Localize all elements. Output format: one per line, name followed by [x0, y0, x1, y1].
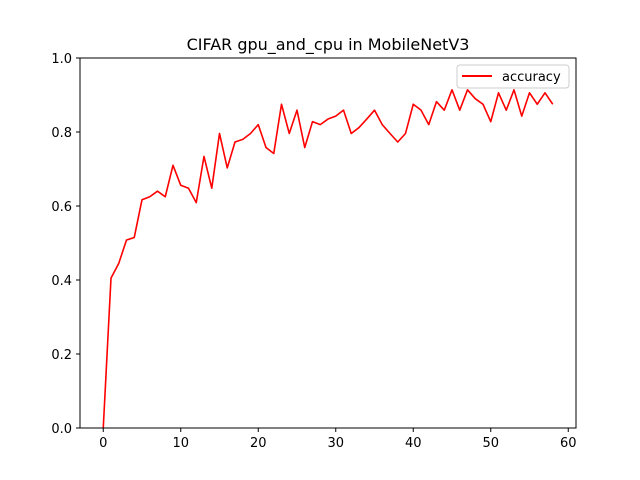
y-tick-label: 0.6	[51, 200, 72, 215]
legend: accuracy	[456, 64, 570, 89]
axes-frame	[79, 57, 577, 429]
y-tick-label: 0.2	[51, 348, 72, 363]
legend-box	[456, 64, 570, 89]
y-tick-label: 0.0	[51, 422, 72, 437]
x-tick-label: 20	[250, 436, 267, 451]
y-tick-label: 0.8	[51, 126, 72, 141]
x-tick-label: 60	[560, 436, 577, 451]
x-tick-label: 50	[482, 436, 499, 451]
series-line-accuracy	[102, 89, 554, 429]
x-tick-label: 0	[99, 436, 107, 451]
x-tick-label: 30	[327, 436, 344, 451]
plot-line-layer	[102, 89, 554, 429]
legend-label-accuracy: accuracy	[502, 70, 561, 85]
y-tick-label: 0.4	[51, 274, 72, 289]
y-tick-label: 1.0	[51, 52, 72, 67]
x-axis: 0 10 20 30 40 50 60	[99, 428, 577, 451]
x-tick-label: 40	[405, 436, 422, 451]
x-tick-label: 10	[172, 436, 189, 451]
chart-title: CIFAR gpu_and_cpu in MobileNetV3	[187, 35, 470, 55]
y-axis: 0.0 0.2 0.4 0.6 0.8 1.0	[51, 52, 80, 437]
